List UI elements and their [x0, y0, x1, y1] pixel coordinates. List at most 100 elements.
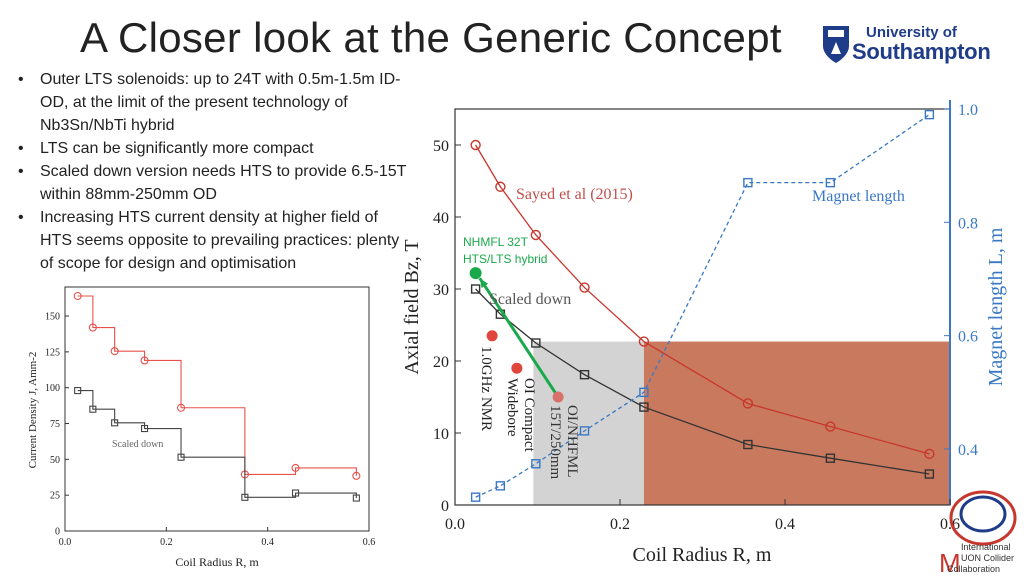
x-tick-label: 0.0 [445, 516, 465, 533]
y-tick-label: 20 [433, 354, 449, 371]
data-point [73, 291, 82, 301]
series-label-scaled: Scaled down [489, 291, 571, 308]
shield-icon [823, 26, 849, 63]
data-point [530, 229, 542, 241]
data-point [177, 453, 185, 461]
data-point [742, 398, 754, 409]
data-point [141, 424, 149, 433]
x-axis-label: Coil Radius R, m [633, 544, 772, 566]
bullet-item: Outer LTS solenoids: up to 24T with 0.5m… [18, 68, 408, 137]
data-point [470, 284, 481, 294]
data-point [291, 463, 300, 472]
data-point [495, 181, 506, 192]
y2-tick-label: 0.6 [958, 329, 978, 346]
x-axis-label: Coil Radius R, m [175, 555, 259, 569]
slide-title: A Closer look at the Generic Concept [80, 14, 782, 61]
y-tick-label: 0 [55, 527, 60, 538]
series-label-length: Magnet length [812, 188, 905, 205]
data-point [352, 494, 360, 502]
data-point [924, 109, 935, 120]
magnet-point [552, 391, 564, 403]
data-point [176, 403, 186, 412]
y2-tick-label: 1.0 [958, 102, 978, 119]
point-label-nhfml-2: 15T/250mm [547, 405, 563, 479]
step-line-black [77, 390, 357, 499]
series-line-0 [475, 144, 930, 455]
collab-letter: M [939, 548, 961, 576]
arrow-line [478, 277, 560, 398]
y-tick-label: 150 [45, 312, 60, 323]
magnet-point [486, 330, 498, 342]
collab-line2: UON Collider [961, 553, 1014, 563]
series-label-sayed: Sayed et al (2015) [516, 186, 633, 203]
data-point [743, 177, 753, 188]
data-point [639, 402, 649, 412]
logo-line2: Southampton [852, 39, 991, 64]
data-point [825, 421, 836, 432]
bullet-list: Outer LTS solenoids: up to 24T with 0.5m… [18, 68, 408, 275]
data-point [88, 323, 97, 332]
y-tick-label: 75 [50, 419, 60, 430]
point-label-nhmfl-1: NHMFL 32T [463, 235, 529, 249]
series-label-scaled: Scaled down [112, 439, 163, 450]
y-tick-label: 125 [45, 347, 60, 358]
data-point [531, 338, 541, 348]
x-tick-label: 0.2 [160, 537, 173, 548]
data-point [638, 336, 650, 347]
magnet-point [469, 267, 482, 280]
data-point [241, 493, 249, 501]
y2-axis-label: Magnet length L, m [985, 227, 1007, 386]
point-label-oi-2: Widebore [504, 378, 520, 437]
series-line-2 [475, 114, 930, 498]
bullet-item: Increasing HTS current density at higher… [18, 206, 408, 275]
arrow-head-icon [479, 278, 489, 289]
data-point [579, 426, 590, 436]
y-tick-label: 25 [50, 491, 60, 502]
collab-line1: International [961, 542, 1011, 552]
point-label-nmr: 1.0GHz NMR [478, 346, 494, 431]
y-tick-label: 0 [441, 498, 449, 515]
data-point [470, 492, 481, 502]
logo-line1: University of [866, 24, 957, 41]
data-point [531, 459, 541, 469]
data-point [579, 282, 590, 293]
y-axis-label: Current Density J, Amm-2 [27, 352, 39, 469]
y-tick-label: 50 [50, 455, 60, 466]
point-label-nhmfl-2: HTS/LTS hybrid [463, 252, 547, 266]
data-point [825, 177, 836, 188]
y-axis-label: Axial field Bz, T [401, 239, 423, 374]
data-point [291, 489, 300, 497]
shaded-region-gray [533, 341, 644, 505]
bullet-item: LTS can be significantly more compact [18, 137, 408, 160]
y-tick-label: 10 [433, 426, 449, 443]
x-tick-label: 0.0 [59, 537, 72, 548]
data-point [743, 439, 753, 450]
data-point [140, 356, 149, 365]
data-point [924, 469, 935, 479]
x-tick-label: 0.4 [775, 516, 795, 533]
muon-collider-logo: M International UON Collider Collaborati… [935, 480, 1024, 578]
y-tick-label: 100 [45, 383, 60, 394]
data-point [89, 405, 97, 413]
data-point [579, 369, 590, 380]
y-tick-label: 30 [433, 282, 449, 299]
data-point [495, 481, 506, 491]
x-tick-label: 0.4 [261, 537, 274, 548]
y-tick-label: 50 [433, 138, 449, 155]
y2-tick-label: 0.4 [958, 442, 978, 459]
point-label-nhfml-1: OI/NHFML [564, 405, 580, 478]
shaded-region-orange [643, 341, 950, 505]
current-density-chart: 0.0 0.2 0.4 0.6 0 25 50 75 100 125 150 Coil Radius… [27, 286, 376, 569]
university-logo: University of Southampton [822, 24, 1002, 66]
data-point [639, 387, 649, 398]
collab-line3: Collaboration [947, 564, 1000, 574]
bullet-item: Scaled down version needs HTS to provide… [18, 160, 408, 206]
collab-rings-icon: M International UON Collider Collaborati… [939, 490, 1017, 578]
y2-tick-label: 0.8 [958, 215, 978, 232]
x-tick-label: 0.6 [363, 537, 376, 548]
y-tick-label: 40 [433, 210, 449, 227]
data-point [352, 471, 361, 480]
plot-frame [64, 286, 370, 532]
step-line-red [77, 295, 357, 476]
